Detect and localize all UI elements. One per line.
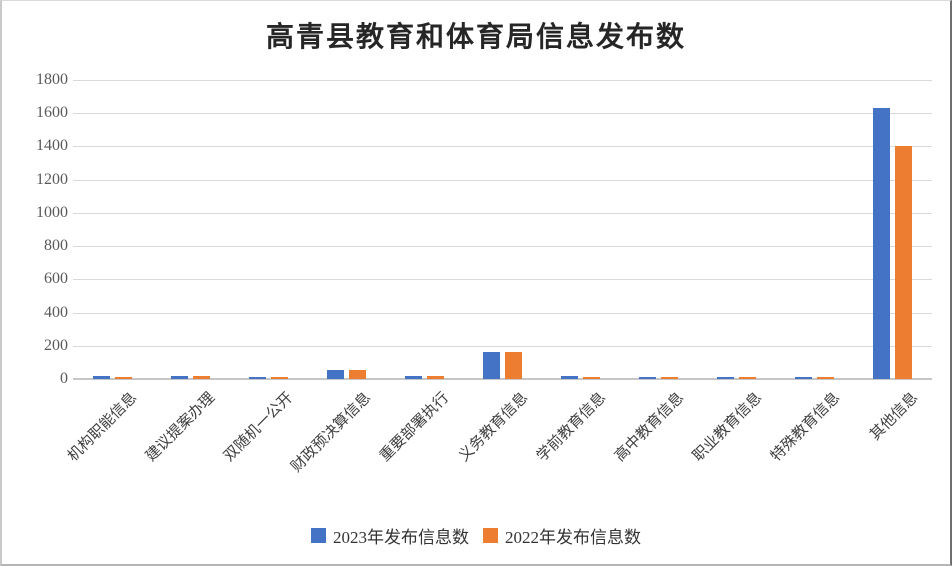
bar-2023年发布信息数-其他信息	[873, 108, 891, 379]
legend-swatch-icon	[311, 528, 326, 543]
bar-2023年发布信息数-建议提案办理	[170, 375, 188, 379]
bar-2023年发布信息数-机构职能信息	[92, 375, 110, 379]
gridline-1000	[73, 212, 932, 214]
bar-2022年发布信息数-双随机一公开	[270, 377, 288, 379]
legend-label: 2022年发布信息数	[505, 528, 641, 547]
gridline-1800	[73, 80, 932, 81]
gridline-1400	[73, 146, 932, 148]
bar-2023年发布信息数-职业教育信息	[717, 376, 735, 379]
legend-swatch-icon	[483, 528, 498, 543]
plot-area	[73, 80, 932, 380]
bar-2022年发布信息数-职业教育信息	[739, 376, 757, 379]
bar-2022年发布信息数-其他信息	[895, 146, 913, 379]
bar-2023年发布信息数-财政预决算信息	[326, 369, 344, 379]
x-tick-label-学前教育信息: 学前教育信息	[533, 389, 609, 465]
y-tick-label-200: 200	[44, 336, 68, 354]
y-tick-label-1800: 1800	[36, 71, 68, 88]
y-tick-label-1200: 1200	[36, 170, 68, 188]
bar-2022年发布信息数-机构职能信息	[114, 377, 132, 379]
bar-2023年发布信息数-高中教育信息	[639, 376, 657, 379]
gridline-1600	[73, 113, 932, 115]
bar-2022年发布信息数-学前教育信息	[583, 377, 601, 379]
bar-2022年发布信息数-义务教育信息	[505, 352, 522, 379]
bar-2023年发布信息数-学前教育信息	[561, 375, 579, 379]
gridline-200	[73, 345, 932, 347]
y-tick-label-600: 600	[44, 270, 68, 288]
y-tick-label-1600: 1600	[36, 104, 68, 122]
gridline-400	[73, 312, 932, 314]
legend-item-2023年发布信息数: 2023年发布信息数	[311, 523, 469, 548]
x-tick-label-高中教育信息: 高中教育信息	[611, 389, 687, 465]
y-tick-label-0: 0	[60, 370, 68, 387]
bar-2022年发布信息数-特殊教育信息	[817, 377, 835, 379]
x-axis-line	[73, 378, 932, 380]
gridline-1200	[73, 179, 932, 181]
bar-2022年发布信息数-建议提案办理	[192, 375, 210, 379]
bar-2022年发布信息数-财政预决算信息	[348, 369, 366, 379]
gridline-600	[73, 279, 932, 281]
bar-2023年发布信息数-义务教育信息	[483, 352, 500, 379]
legend-label: 2023年发布信息数	[333, 528, 469, 547]
gridline-800	[73, 246, 932, 248]
x-tick-label-机构职能信息: 机构职能信息	[65, 389, 141, 465]
legend: 2023年发布信息数 2022年发布信息数	[2, 523, 950, 548]
chart-title: 高青县教育和体育局信息发布数	[265, 22, 686, 53]
bar-2023年发布信息数-双随机一公开	[248, 377, 266, 379]
bar-2023年发布信息数-重要部署执行	[404, 375, 422, 379]
y-tick-label-1400: 1400	[36, 137, 68, 155]
y-tick-label-400: 400	[44, 303, 68, 321]
bar-2023年发布信息数-特殊教育信息	[795, 377, 813, 379]
legend-item-2022年发布信息数: 2022年发布信息数	[483, 523, 641, 548]
bar-2022年发布信息数-高中教育信息	[661, 376, 679, 379]
y-tick-label-1000: 1000	[36, 203, 68, 221]
bar-2022年发布信息数-重要部署执行	[426, 376, 444, 379]
y-tick-label-800: 800	[44, 237, 68, 255]
